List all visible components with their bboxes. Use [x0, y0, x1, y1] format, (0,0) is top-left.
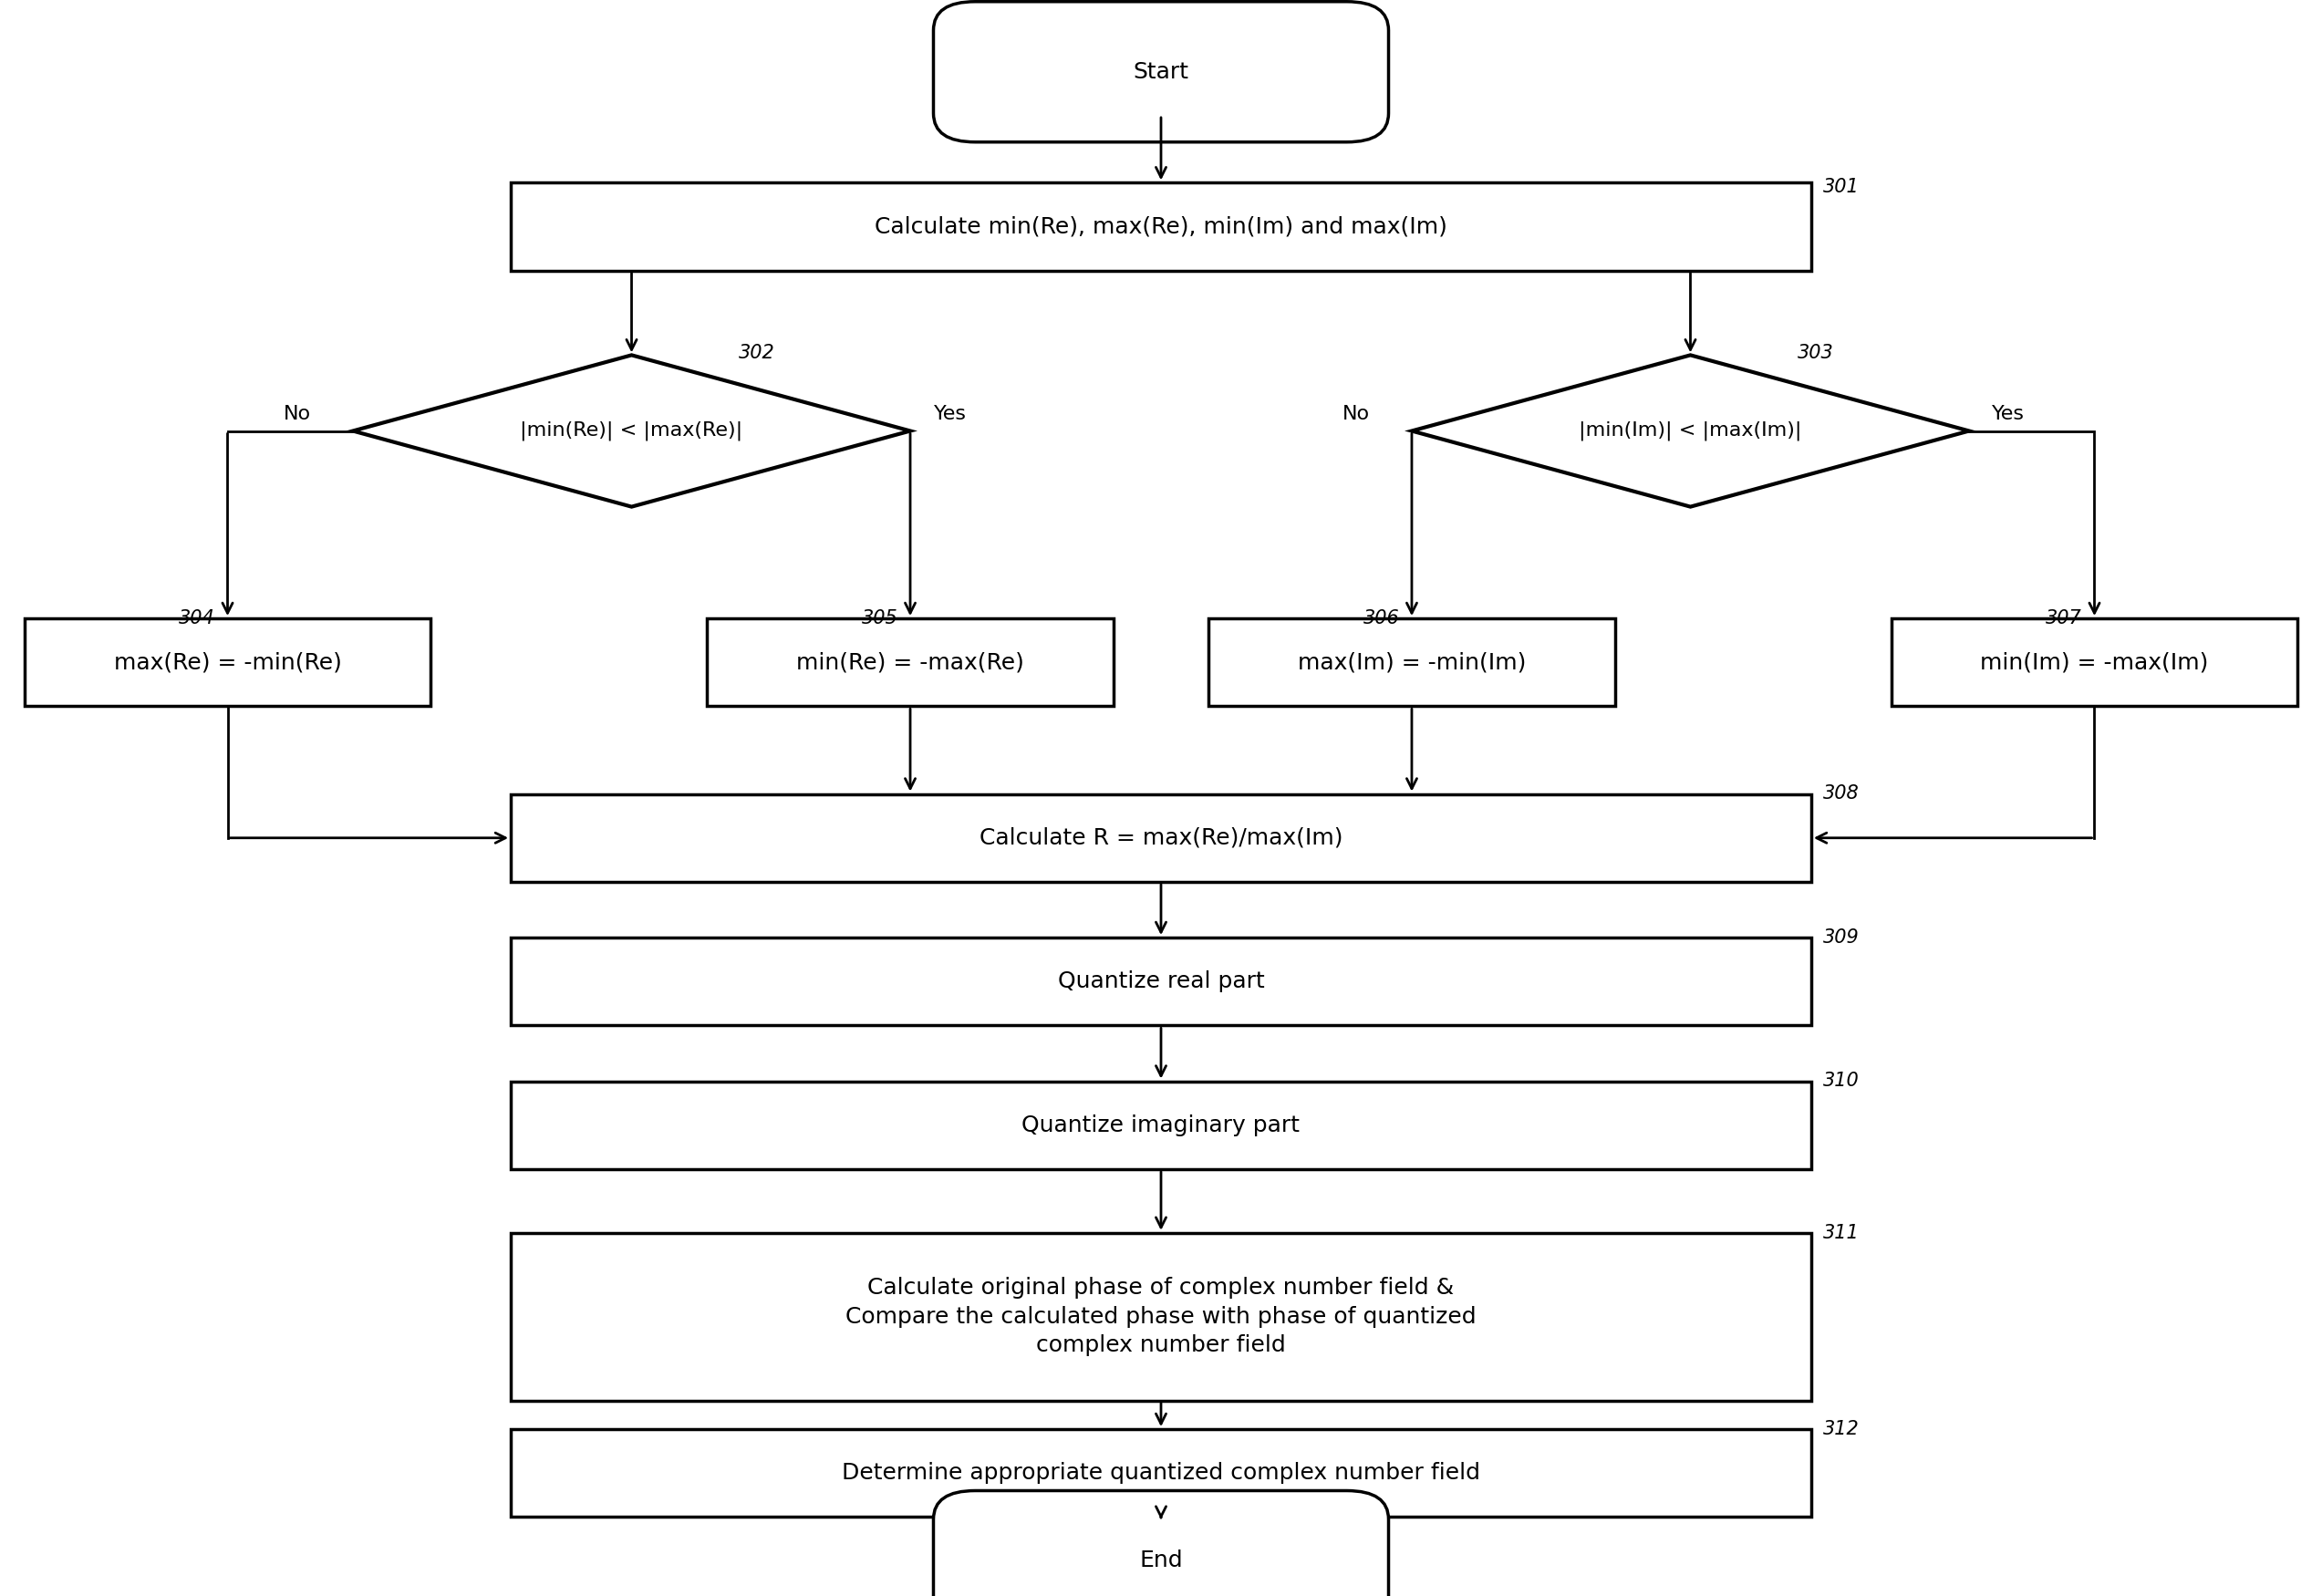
Bar [511, 1232, 1811, 1401]
Bar [511, 795, 1811, 881]
Bar [511, 1082, 1811, 1168]
FancyBboxPatch shape [933, 1491, 1389, 1596]
Text: 304: 304 [179, 610, 216, 627]
Text: 301: 301 [1823, 179, 1860, 196]
Text: 306: 306 [1363, 610, 1400, 627]
Bar [511, 937, 1811, 1025]
Bar [1210, 618, 1616, 705]
Text: No: No [283, 405, 311, 423]
Text: End: End [1140, 1550, 1182, 1572]
Bar [511, 1430, 1811, 1516]
Text: Yes: Yes [933, 405, 966, 423]
Text: Quantize real part: Quantize real part [1057, 970, 1265, 993]
Text: Calculate original phase of complex number field &
Compare the calculated phase : Calculate original phase of complex numb… [845, 1277, 1477, 1357]
Text: Yes: Yes [1992, 405, 2025, 423]
Text: 309: 309 [1823, 929, 1860, 946]
Text: |min(Re)| < |max(Re)|: |min(Re)| < |max(Re)| [520, 421, 743, 440]
Text: 303: 303 [1797, 345, 1834, 362]
Text: 307: 307 [2046, 610, 2083, 627]
Text: Quantize imaginary part: Quantize imaginary part [1022, 1114, 1300, 1136]
Text: 302: 302 [738, 345, 776, 362]
Text: max(Im) = -min(Im): max(Im) = -min(Im) [1298, 651, 1526, 674]
Bar [1892, 618, 2299, 705]
Text: min(Re) = -max(Re): min(Re) = -max(Re) [796, 651, 1024, 674]
Bar [706, 618, 1112, 705]
Text: 305: 305 [861, 610, 899, 627]
Text: Start: Start [1133, 61, 1189, 83]
Text: min(Im) = -max(Im): min(Im) = -max(Im) [1981, 651, 2208, 674]
FancyBboxPatch shape [933, 2, 1389, 142]
Text: 310: 310 [1823, 1073, 1860, 1090]
Text: Calculate min(Re), max(Re), min(Im) and max(Im): Calculate min(Re), max(Re), min(Im) and … [875, 215, 1447, 238]
Bar [511, 182, 1811, 270]
Bar [26, 618, 432, 705]
Text: |min(Im)| < |max(Im)|: |min(Im)| < |max(Im)| [1579, 421, 1802, 440]
Text: 308: 308 [1823, 785, 1860, 803]
Text: Determine appropriate quantized complex number field: Determine appropriate quantized complex … [843, 1462, 1479, 1484]
Polygon shape [353, 354, 910, 506]
Text: 311: 311 [1823, 1224, 1860, 1242]
Polygon shape [1412, 354, 1969, 506]
Text: No: No [1342, 405, 1370, 423]
Text: Calculate R = max(Re)/max(Im): Calculate R = max(Re)/max(Im) [980, 827, 1342, 849]
Text: max(Re) = -min(Re): max(Re) = -min(Re) [114, 651, 341, 674]
Text: 312: 312 [1823, 1420, 1860, 1438]
